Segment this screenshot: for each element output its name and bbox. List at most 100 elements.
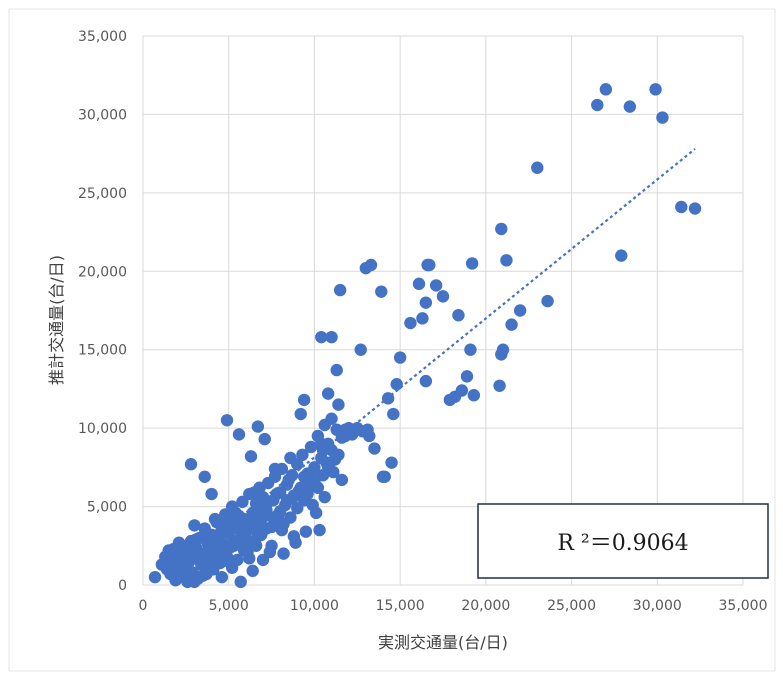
r-squared-label: R ²＝0.9064: [557, 531, 688, 556]
data-point: [232, 428, 246, 441]
data-point: [393, 351, 407, 364]
data-point: [243, 552, 256, 565]
data-point: [251, 420, 265, 433]
y-tick-label: 15,000: [78, 343, 127, 359]
data-point: [162, 544, 175, 557]
data-point: [649, 83, 662, 96]
data-point: [325, 412, 338, 425]
data-point: [234, 575, 247, 589]
data-point: [364, 258, 378, 272]
data-point: [615, 249, 628, 262]
data-point: [297, 393, 311, 407]
data-point: [277, 517, 290, 531]
data-point: [217, 548, 230, 562]
data-point: [452, 309, 465, 322]
data-point: [198, 470, 211, 483]
data-point: [203, 539, 217, 552]
data-point: [268, 462, 282, 476]
data-point: [270, 487, 283, 501]
data-point: [237, 512, 251, 526]
data-point: [285, 492, 299, 505]
data-point: [220, 414, 234, 427]
data-point: [599, 83, 613, 96]
data-point: [277, 547, 290, 560]
data-point: [361, 423, 374, 436]
data-point: [167, 564, 181, 578]
data-point: [385, 456, 398, 469]
x-tick-labels: 0 5,000 10,000 15,000 20,000 25,000 30,000 35,0…: [139, 598, 768, 614]
data-point: [148, 570, 162, 584]
data-point: [184, 458, 198, 471]
data-point: [675, 200, 688, 214]
data-point: [354, 343, 367, 356]
y-tick-labels: 0 5,000 10,000 15,000 20,000 25,000 30,000 35,0…: [78, 29, 127, 594]
data-point: [531, 161, 544, 174]
data-point: [304, 440, 318, 454]
x-tick-label: 5,000: [209, 598, 249, 614]
data-point: [335, 473, 349, 487]
data-point: [330, 423, 343, 436]
data-point: [513, 304, 527, 317]
data-point: [261, 495, 275, 509]
data-point: [387, 407, 400, 421]
data-point: [315, 330, 328, 344]
data-point: [325, 330, 338, 344]
data-point: [496, 343, 510, 356]
x-tick-label: 35,000: [719, 598, 768, 614]
data-point: [294, 481, 307, 494]
data-point: [263, 545, 277, 559]
data-point: [282, 473, 295, 487]
x-tick-label: 10,000: [290, 598, 339, 614]
y-tick-label: 30,000: [78, 107, 127, 123]
data-point: [404, 316, 417, 330]
data-point: [244, 450, 258, 463]
data-point: [193, 570, 206, 584]
data-point: [215, 570, 229, 584]
data-point: [296, 448, 309, 462]
data-point: [327, 465, 340, 479]
data-point: [172, 536, 186, 549]
data-point: [246, 564, 259, 578]
data-point: [313, 523, 326, 537]
data-point: [258, 432, 271, 446]
x-tick-label: 30,000: [633, 598, 682, 614]
data-point: [465, 257, 479, 270]
data-point: [291, 501, 304, 515]
data-point: [189, 533, 203, 546]
data-point: [623, 100, 637, 113]
data-point: [227, 539, 241, 552]
data-point: [330, 363, 343, 377]
trendline: [185, 148, 696, 563]
data-point: [390, 378, 403, 391]
data-point: [436, 290, 450, 303]
data-point: [688, 202, 702, 215]
data-point: [500, 254, 513, 267]
data-point: [297, 470, 311, 483]
r-squared-box: R ²＝0.9064: [477, 503, 769, 579]
data-point: [656, 111, 669, 124]
x-tick-label: 15,000: [376, 598, 425, 614]
data-point: [495, 222, 508, 236]
x-tick-label: 0: [139, 598, 148, 614]
data-point: [248, 486, 261, 499]
data-points: [148, 83, 702, 589]
data-point: [267, 511, 280, 524]
data-point: [210, 516, 223, 529]
data-point: [284, 451, 297, 465]
data-point: [303, 481, 316, 494]
x-axis-title: 実測交通量(台/日): [378, 633, 508, 652]
data-point: [200, 527, 213, 540]
y-tick-label: 20,000: [78, 264, 127, 280]
y-tick-label: 35,000: [78, 29, 127, 45]
x-tick-label: 25,000: [547, 598, 596, 614]
data-point: [181, 558, 194, 571]
y-tick-label: 10,000: [78, 421, 127, 437]
data-point: [227, 522, 241, 535]
data-point: [205, 487, 218, 501]
data-point: [455, 384, 469, 397]
data-point: [460, 370, 474, 383]
data-point: [464, 343, 477, 356]
data-point: [493, 379, 506, 392]
data-point: [429, 279, 443, 292]
